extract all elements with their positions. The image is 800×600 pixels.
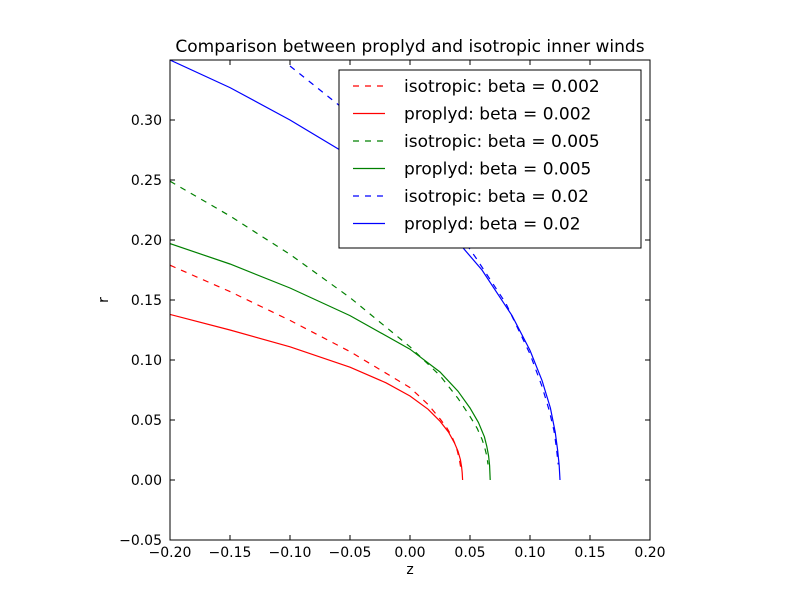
- legend-label: isotropic: beta = 0.02: [404, 187, 589, 207]
- series-line-5: [170, 60, 561, 481]
- y-tick-label: 0.15: [131, 293, 162, 309]
- ticks-layer: −0.20 −0.15 −0.10 −0.05 0.00 0.05 0.10 0.15 0.20…: [119, 60, 666, 561]
- x-tick-label: −0.05: [329, 545, 372, 561]
- x-tick-label: −0.20: [149, 545, 192, 561]
- y-tick-label: 0.30: [131, 113, 162, 129]
- chart-title: Comparison between proplyd and isotropic…: [175, 37, 644, 57]
- x-tick-label: 0.15: [574, 545, 605, 561]
- series-line-3: [170, 243, 491, 481]
- series-line-4: [289, 65, 559, 465]
- y-tick-label: 0.25: [131, 173, 162, 189]
- y-tick-label: 0.20: [131, 233, 162, 249]
- x-axis-label: z: [406, 562, 413, 578]
- x-tick-label: 0.10: [514, 545, 545, 561]
- x-tick-label: 0.05: [454, 545, 485, 561]
- legend-label: proplyd: beta = 0.02: [404, 215, 581, 235]
- series-line-2: [170, 180, 489, 465]
- series-line-1: [170, 313, 464, 481]
- y-axis-label: r: [96, 297, 112, 303]
- legend-label: isotropic: beta = 0.005: [404, 132, 600, 152]
- series-layer: [170, 60, 561, 481]
- x-tick-label: 0.00: [394, 545, 425, 561]
- legend: isotropic: beta = 0.002 proplyd: beta = 0…: [338, 69, 642, 249]
- y-tick-label: 0.10: [131, 353, 162, 369]
- x-tick-label: −0.10: [269, 545, 312, 561]
- y-tick-label: 0.05: [131, 413, 162, 429]
- legend-label: proplyd: beta = 0.005: [404, 160, 591, 180]
- legend-label: proplyd: beta = 0.002: [404, 105, 591, 125]
- y-tick-label: 0.00: [131, 473, 162, 489]
- x-tick-label: −0.15: [209, 545, 252, 561]
- legend-label: isotropic: beta = 0.002: [404, 77, 600, 97]
- y-tick-label: −0.05: [119, 533, 162, 549]
- x-tick-label: 0.20: [634, 545, 665, 561]
- legend-box: [338, 69, 642, 249]
